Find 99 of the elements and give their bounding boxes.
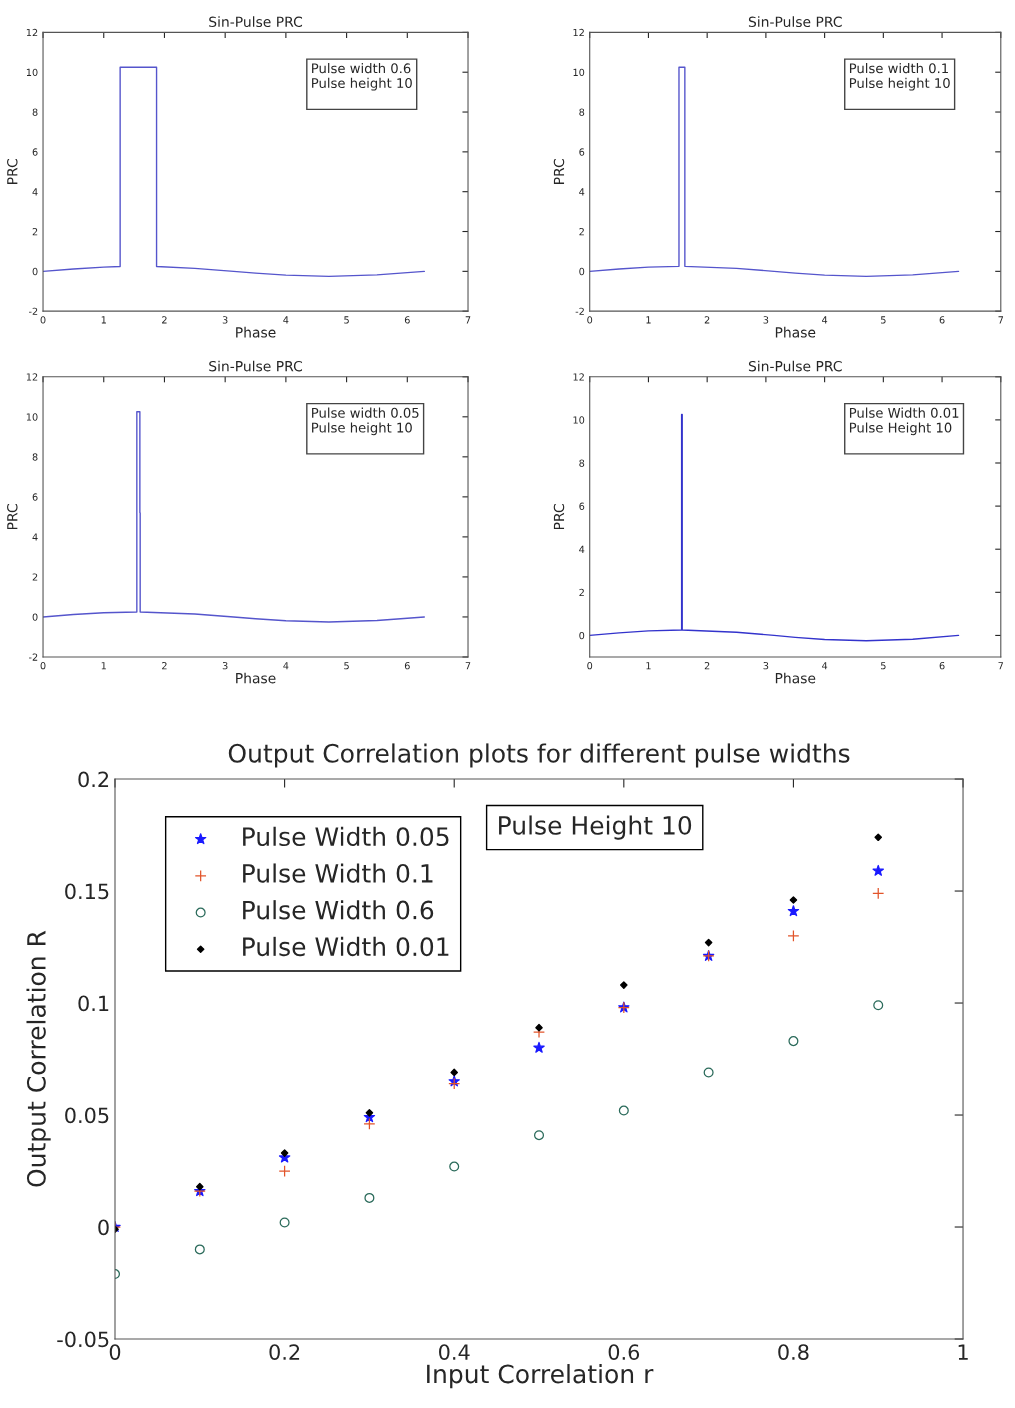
x-tick-label: 0.2 bbox=[269, 1344, 300, 1360]
x-tick-label: 3 bbox=[763, 662, 769, 670]
x-axis-title: Phase bbox=[236, 672, 276, 684]
annotation: Pulse width 0.1 Pulse height 10 bbox=[849, 63, 950, 91]
x-tick-label: 2 bbox=[162, 662, 167, 670]
x-tick-label: 0 bbox=[587, 316, 593, 324]
legend-label: Pulse Width 0.05 bbox=[243, 826, 449, 847]
y-tick-label: 10 bbox=[26, 68, 38, 77]
y-tick-label: 4 bbox=[579, 188, 585, 196]
y-tick-label: 0.05 bbox=[65, 1107, 109, 1124]
y-tick-label: -2 bbox=[575, 307, 584, 315]
x-tick-label: 0 bbox=[587, 662, 593, 670]
y-tick-label: 6 bbox=[579, 148, 585, 156]
legend-label: Pulse Width 0.6 bbox=[243, 900, 434, 920]
x-tick-label: 5 bbox=[881, 316, 886, 324]
y-tick-label: 0 bbox=[98, 1219, 109, 1236]
y-tick-label: 12 bbox=[573, 28, 584, 37]
chart-title: Sin-Pulse PRC bbox=[748, 16, 842, 28]
y-tick-label: 8 bbox=[32, 108, 38, 116]
y-tick-label: 2 bbox=[32, 227, 38, 236]
x-tick-label: 0 bbox=[40, 662, 46, 670]
y-tick-label: 12 bbox=[26, 28, 38, 37]
x-tick-label: 7 bbox=[998, 316, 1004, 324]
x-tick-label: 6 bbox=[404, 316, 410, 324]
y-axis-title: PRC bbox=[7, 504, 18, 530]
x-tick-label: 5 bbox=[881, 662, 886, 670]
x-tick-label: 2 bbox=[162, 316, 167, 324]
chart-title: Sin-Pulse PRC bbox=[209, 360, 303, 372]
y-tick-label: 0.1 bbox=[78, 995, 109, 1012]
y-tick-label: 0 bbox=[32, 267, 38, 276]
annotation: Pulse width 0.05 Pulse height 10 bbox=[312, 407, 419, 436]
x-tick-label: 3 bbox=[222, 316, 228, 324]
x-tick-label: 1 bbox=[101, 316, 106, 324]
y-tick-label: 0.15 bbox=[65, 883, 109, 900]
x-axis-title: Input Correlation r bbox=[427, 1364, 654, 1389]
x-tick-label: 7 bbox=[465, 316, 471, 324]
x-tick-label: 0.8 bbox=[778, 1344, 809, 1360]
y-tick-label: 8 bbox=[579, 459, 585, 467]
y-tick-label: 6 bbox=[579, 502, 585, 510]
x-tick-label: 0 bbox=[109, 1344, 121, 1360]
x-tick-label: 4 bbox=[283, 316, 289, 324]
y-tick-label: 10 bbox=[26, 413, 38, 421]
annotation: Pulse Height 10 bbox=[499, 815, 692, 840]
y-tick-label: 6 bbox=[32, 148, 38, 156]
y-axis-title: Output Correlation R bbox=[26, 930, 51, 1187]
legend-label: Pulse Width 0.1 bbox=[243, 863, 433, 883]
x-tick-label: 6 bbox=[939, 316, 945, 324]
y-axis-title: PRC bbox=[553, 159, 565, 184]
x-tick-label: 1 bbox=[101, 662, 106, 670]
y-tick-label: 12 bbox=[26, 373, 38, 381]
y-tick-label: 0 bbox=[32, 613, 38, 621]
y-tick-label: 8 bbox=[32, 453, 38, 461]
x-tick-label: 0 bbox=[40, 316, 46, 324]
x-tick-label: 0.4 bbox=[439, 1344, 470, 1360]
y-tick-label: 4 bbox=[579, 545, 585, 553]
y-tick-label: 0 bbox=[579, 631, 585, 640]
chart-title: Output Correlation plots for different pulse widths bbox=[228, 743, 850, 768]
x-tick-label: 7 bbox=[998, 662, 1004, 670]
x-tick-label: 6 bbox=[404, 662, 410, 670]
y-tick-label: 0 bbox=[579, 267, 585, 276]
y-tick-label: 12 bbox=[573, 373, 584, 381]
x-axis-title: Phase bbox=[775, 326, 816, 338]
x-tick-label: 5 bbox=[344, 662, 349, 670]
x-tick-label: 4 bbox=[283, 662, 289, 670]
x-tick-label: 3 bbox=[763, 316, 769, 324]
annotation: Pulse Width 0.01 Pulse Height 10 bbox=[849, 407, 959, 436]
x-tick-label: 4 bbox=[822, 662, 828, 670]
x-tick-label: 1 bbox=[646, 316, 651, 324]
x-tick-label: 5 bbox=[344, 316, 349, 324]
x-tick-label: 7 bbox=[465, 662, 471, 670]
x-tick-label: 1 bbox=[958, 1344, 968, 1360]
x-axis-title: Phase bbox=[236, 326, 276, 338]
chart-title: Sin-Pulse PRC bbox=[209, 16, 303, 28]
x-tick-label: 3 bbox=[222, 662, 228, 670]
x-tick-label: 0.6 bbox=[608, 1344, 640, 1360]
y-tick-label: -2 bbox=[28, 653, 38, 661]
x-tick-label: 2 bbox=[704, 316, 710, 324]
y-tick-label: 8 bbox=[579, 108, 585, 116]
y-tick-label: -0.05 bbox=[57, 1331, 109, 1348]
y-tick-label: 2 bbox=[32, 573, 38, 581]
y-axis-title: PRC bbox=[7, 159, 18, 184]
annotation: Pulse width 0.6 Pulse height 10 bbox=[312, 63, 412, 91]
x-tick-label: 4 bbox=[822, 316, 828, 324]
x-tick-label: 2 bbox=[704, 662, 710, 670]
x-tick-label: 6 bbox=[939, 662, 945, 670]
x-tick-label: 1 bbox=[646, 662, 651, 670]
x-axis-title: Phase bbox=[775, 672, 816, 684]
y-tick-label: 4 bbox=[32, 188, 38, 196]
chart-title: Sin-Pulse PRC bbox=[748, 360, 842, 372]
y-tick-label: 2 bbox=[579, 227, 584, 236]
y-tick-label: -2 bbox=[28, 307, 38, 315]
y-tick-label: 10 bbox=[573, 416, 585, 424]
y-tick-label: 2 bbox=[579, 588, 584, 597]
y-tick-label: 10 bbox=[573, 68, 585, 77]
y-tick-label: 6 bbox=[32, 493, 38, 501]
y-tick-label: 4 bbox=[32, 533, 38, 541]
legend-label: Pulse Width 0.01 bbox=[243, 936, 449, 957]
y-axis-title: PRC bbox=[553, 504, 565, 530]
y-tick-label: 0.2 bbox=[78, 771, 109, 788]
